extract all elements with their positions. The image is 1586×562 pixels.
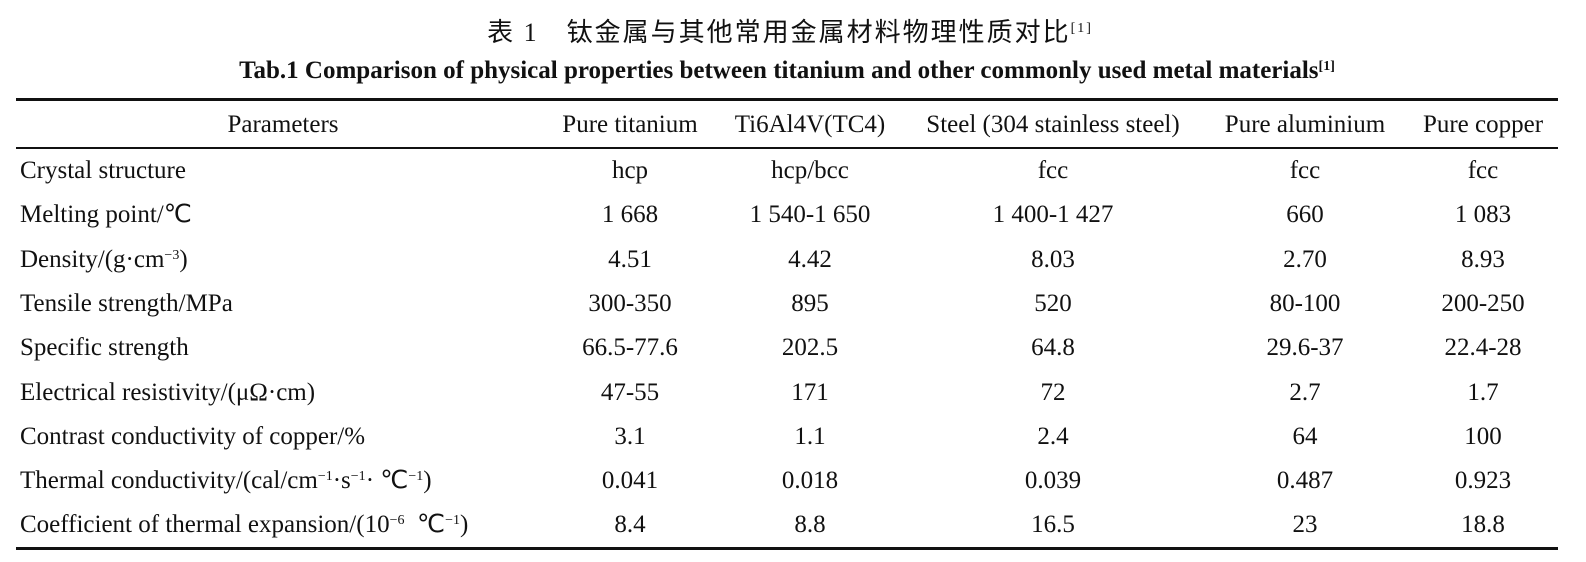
cell: 2.7 [1289, 378, 1321, 406]
cell: 1 400-1 427 [992, 201, 1114, 229]
cell: 8.93 [1461, 245, 1505, 273]
cell: 29.6-37 [1266, 334, 1344, 362]
header-cell: Pure titanium [562, 111, 698, 138]
row-label: Density/(g·cm−3) [20, 245, 188, 275]
cell: 202.5 [781, 334, 839, 362]
cell: 2.4 [1037, 422, 1069, 450]
label-sup: −3 [164, 247, 180, 263]
title-en: Tab.1 Comparison of physical properties … [239, 56, 1335, 86]
row-label: Specific strength [20, 333, 189, 363]
cell: 0.041 [601, 467, 659, 495]
header-cell: Ti6Al4V(TC4) [734, 111, 886, 138]
cell: 72 [1040, 378, 1066, 406]
label-sup: −1 [445, 513, 460, 529]
row-label: Electrical resistivity/(μΩ·cm) [20, 378, 315, 408]
cell: fcc [1289, 157, 1321, 184]
cell: 1.1 [794, 422, 826, 450]
cell: 4.42 [788, 245, 832, 273]
cell: 4.51 [608, 245, 652, 273]
cell: 2.70 [1283, 245, 1327, 273]
label-text: Coefficient of thermal expansion/(10 [20, 511, 390, 539]
row-label: Coefficient of thermal expansion/(10−6 ℃… [20, 510, 468, 540]
cell: hcp [611, 157, 649, 184]
cell: 1 540-1 650 [749, 201, 871, 229]
cell: hcp/bcc [771, 157, 849, 184]
label-text: Density/(g·cm [20, 245, 165, 273]
label-sup: −1 [408, 469, 424, 485]
row-label: Thermal conductivity/(cal/cm−1·s−1· ℃−1) [20, 466, 432, 496]
cell: 64.8 [1031, 334, 1075, 362]
row-label: Contrast conductivity of copper/% [20, 422, 365, 452]
row-label: Tensile strength/MPa [20, 289, 233, 319]
cell: 1 083 [1454, 201, 1512, 229]
label-sup: −1 [317, 469, 333, 485]
cell: 300-350 [588, 289, 672, 317]
cell: 171 [791, 378, 829, 406]
cell: 0.923 [1454, 467, 1512, 495]
cell: 80-100 [1269, 289, 1341, 317]
cell: 8.4 [614, 511, 646, 539]
label-text: Thermal conductivity/(cal/cm [20, 467, 318, 495]
header-rule [16, 147, 1558, 149]
cell: 660 [1286, 201, 1324, 229]
cell: 0.018 [781, 467, 839, 495]
cell: 18.8 [1461, 511, 1505, 539]
label-text: ) [459, 511, 469, 539]
cell: 66.5-77.6 [582, 334, 678, 362]
label-text: Electrical resistivity/(μΩ·cm) [20, 378, 316, 406]
label-text: Contrast conductivity of copper/% [20, 422, 366, 450]
cell: 520 [1034, 289, 1072, 317]
label-text: Crystal structure [20, 157, 186, 184]
row-label: Crystal structure [20, 156, 186, 186]
cell: 22.4-28 [1444, 334, 1522, 362]
cell: 47-55 [600, 378, 660, 406]
cell: 895 [791, 289, 829, 317]
header-cell: Parameters [227, 111, 339, 138]
cell: 1 668 [601, 201, 659, 229]
cell: fcc [1467, 157, 1499, 184]
cell: 8.03 [1031, 245, 1075, 273]
header-cell: Steel (304 stainless steel) [926, 111, 1180, 138]
label-text: ·s [332, 467, 351, 495]
cell: 1.7 [1467, 378, 1499, 406]
label-text: Specific strength [20, 334, 189, 362]
cell: 64 [1292, 422, 1318, 450]
label-sup: −1 [350, 469, 366, 485]
title-en-ref: [1] [1318, 59, 1335, 74]
cell: 0.039 [1024, 467, 1082, 495]
label-text: · ℃ [365, 467, 409, 495]
label-sup: −6 [389, 513, 405, 529]
cell: fcc [1037, 157, 1069, 184]
cell: 16.5 [1031, 511, 1075, 539]
header-cell: Pure copper [1422, 111, 1544, 138]
title-zh: 表 1 钛金属与其他常用金属材料物理性质对比[1] [487, 18, 1093, 48]
label-text: Tensile strength/MPa [20, 289, 233, 317]
bottom-rule [16, 547, 1558, 550]
cell: 100 [1464, 422, 1502, 450]
label-text: ) [423, 467, 432, 495]
label-text: ℃ [404, 511, 446, 539]
cell: 8.8 [794, 511, 826, 539]
header-cell: Pure aluminium [1224, 111, 1386, 138]
cell: 200-250 [1441, 289, 1525, 317]
top-rule [16, 98, 1558, 101]
title-en-text: Tab.1 Comparison of physical properties … [239, 57, 1319, 84]
cell: 3.1 [614, 422, 646, 450]
label-text: ) [179, 245, 188, 273]
cell: 23 [1292, 511, 1318, 539]
title-zh-text: 表 1 钛金属与其他常用金属材料物理性质对比 [487, 18, 1071, 47]
title-zh-ref: [1] [1070, 21, 1093, 36]
row-label: Melting point/℃ [20, 200, 192, 230]
label-text: Melting point/℃ [20, 201, 192, 229]
cell: 0.487 [1276, 467, 1334, 495]
